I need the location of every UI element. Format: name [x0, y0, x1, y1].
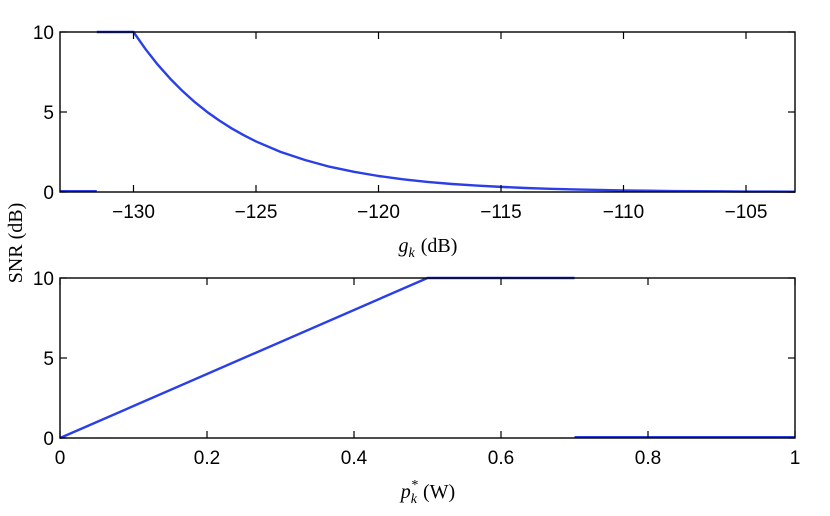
bottom-y-tick-label: 10 — [33, 269, 54, 290]
bottom-x-axis-label-sub: k — [411, 492, 418, 507]
top-plot-frame — [59, 31, 796, 193]
bottom-x-tick-label: 1 — [790, 448, 801, 469]
top-x-axis-label-sub: k — [409, 246, 416, 261]
top-x-tick-label: −130 — [112, 202, 155, 223]
bottom-x-tick-label: 0.8 — [635, 448, 661, 469]
bottom-x-tick-label: 0.4 — [341, 448, 368, 469]
bottom-x-axis-label: p* k (W) — [399, 478, 455, 507]
top-ticks-group: −130 −125 −120 −115 −110 −105 0 5 10 — [33, 23, 795, 223]
y-axis-label: SNR (dB) — [5, 203, 27, 284]
top-x-tick-label: −115 — [480, 202, 521, 223]
bottom-series-group — [59, 276, 795, 440]
top-y-tick-label: 10 — [33, 23, 54, 44]
top-x-axis-label-unit: (dB) — [421, 235, 458, 257]
bottom-x-axis-label-main: p — [399, 481, 411, 503]
bottom-x-tick-label: 0 — [55, 448, 66, 469]
bottom-y-tick-label: 5 — [43, 349, 54, 370]
bottom-series-line-segment-0 — [59, 276, 575, 440]
top-x-axis-label: gk (dB) — [399, 235, 458, 261]
top-x-axis-label-main: g — [399, 235, 409, 257]
bottom-plot-frame — [59, 277, 796, 439]
bottom-x-tick-label: 0.2 — [194, 448, 220, 469]
bottom-x-tick-label: 0.6 — [488, 448, 514, 469]
bottom-x-axis-label-unit: (W) — [423, 481, 455, 503]
bottom-y-tick-label: 0 — [43, 429, 54, 450]
top-x-tick-label: −105 — [725, 202, 768, 223]
top-y-tick-label: 0 — [43, 183, 54, 204]
top-series-line-segment-1 — [96, 30, 796, 193]
top-series-group — [60, 30, 796, 193]
bottom-x-axis-label-sup: * — [411, 478, 418, 493]
top-panel: −130 −125 −120 −115 −110 −105 0 5 10 gk (dB) — [33, 23, 796, 261]
top-x-tick-label: −120 — [357, 202, 400, 223]
top-x-tick-label: −125 — [235, 202, 278, 223]
top-x-tick-label: −110 — [603, 202, 644, 223]
top-y-tick-label: 5 — [43, 103, 54, 124]
